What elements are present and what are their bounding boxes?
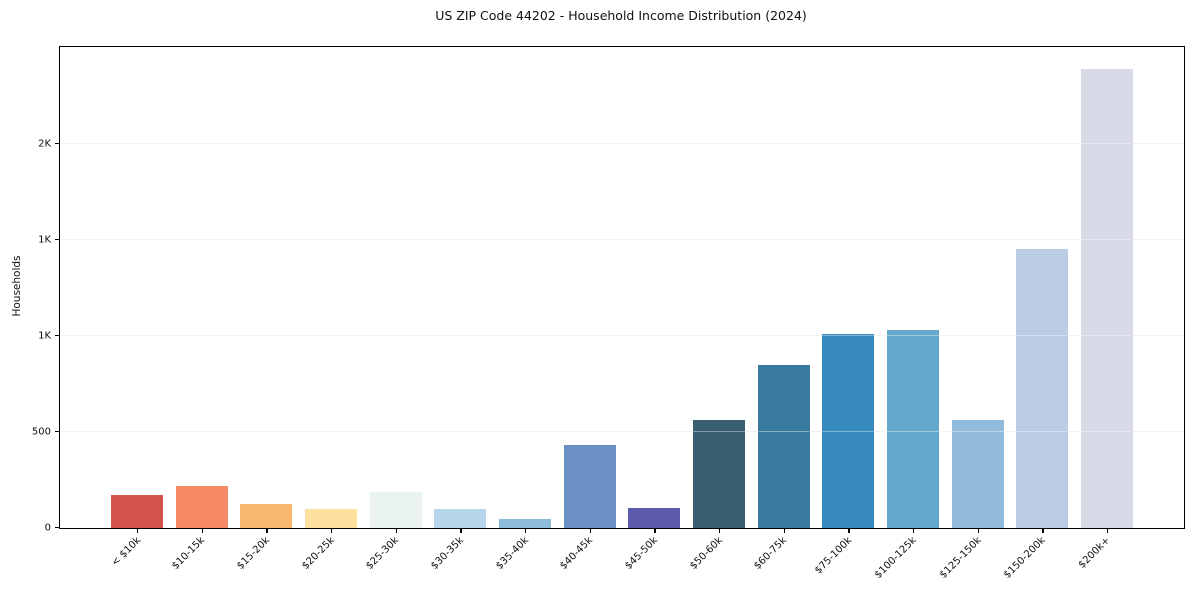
- x-tick-mark: [1107, 529, 1109, 533]
- x-tick-label: $125-150k: [937, 535, 984, 581]
- x-tick-mark: [395, 529, 397, 533]
- y-tick-mark: [55, 142, 59, 144]
- bar-30-35k: [434, 508, 487, 528]
- x-tick-label: $150-200k: [1002, 535, 1049, 581]
- x-tick-mark: [654, 529, 656, 533]
- gridline: [60, 238, 1184, 240]
- y-tick-label: 1K: [38, 330, 51, 342]
- bar-35-40k: [499, 519, 551, 528]
- x-tick-label: $30-35k: [429, 535, 467, 572]
- x-tick-mark: [201, 529, 203, 533]
- bar-50-60k: [693, 420, 745, 528]
- gridline-overlay: [60, 334, 1184, 336]
- x-tick-mark: [525, 529, 527, 533]
- y-tick-mark: [55, 430, 59, 432]
- bar-125-150k: [951, 420, 1004, 528]
- gridline: [60, 142, 1184, 144]
- x-tick-mark: [783, 529, 785, 533]
- y-tick-label: 1K: [38, 234, 51, 246]
- x-tick-label: $35-40k: [493, 535, 531, 572]
- bar-45-50k: [628, 507, 681, 528]
- x-tick-label: $15-20k: [235, 535, 273, 572]
- bar-75-100k: [822, 334, 875, 528]
- bar-10k: [111, 495, 163, 528]
- bar-25-30k: [369, 491, 422, 528]
- gridline-overlay: [60, 238, 1184, 240]
- gridline: [60, 431, 1184, 432]
- x-tick-label: $10-15k: [170, 535, 208, 572]
- x-tick-label: < $10k: [109, 535, 143, 569]
- x-tick-mark: [266, 529, 268, 533]
- x-tick-mark: [848, 529, 850, 533]
- x-tick-mark: [913, 529, 915, 533]
- plot-area: 0 500 1K 1K 2K < $10k $10-15k $15-20k $20-25k $25…: [32, 46, 1185, 581]
- y-tick-mark: [55, 526, 59, 528]
- bar-150-200k: [1016, 248, 1069, 528]
- x-tick-mark: [137, 529, 139, 533]
- x-tick-label: $200k+: [1076, 535, 1113, 571]
- x-tick-label: $45-50k: [623, 535, 661, 572]
- bar-100-125k: [887, 330, 939, 528]
- bar-40-45k: [563, 445, 616, 528]
- gridline: [60, 334, 1184, 336]
- x-tick-label: $25-30k: [364, 535, 402, 572]
- bar-15-20k: [240, 504, 293, 528]
- y-tick-label: 2K: [38, 138, 51, 150]
- y-axis-label: Households: [11, 255, 23, 317]
- x-tick-label: $75-100k: [812, 535, 855, 577]
- bar-200k: [1081, 69, 1133, 528]
- x-tick-label: $50-60k: [687, 535, 725, 572]
- x-tick-label: $60-75k: [752, 535, 790, 572]
- x-tick-mark: [719, 529, 721, 533]
- chart-title: US ZIP Code 44202 - Household Income Dis…: [435, 8, 807, 23]
- x-tick-mark: [331, 529, 333, 533]
- x-tick-label: $40-45k: [558, 535, 596, 572]
- x-tick-label: $20-25k: [299, 535, 337, 572]
- x-tick-mark: [1042, 529, 1044, 533]
- gridline-overlay: [60, 142, 1184, 144]
- bar-20-25k: [305, 508, 357, 528]
- bar-60-75k: [757, 364, 810, 528]
- x-tick-label: $100-125k: [872, 535, 919, 581]
- y-tick-label: 0: [44, 522, 51, 534]
- bar-10-15k: [175, 485, 228, 528]
- y-tick-label: 500: [31, 426, 51, 438]
- x-tick-mark: [460, 529, 462, 533]
- x-tick-mark: [589, 529, 591, 533]
- gridline-overlay: [60, 431, 1184, 432]
- y-tick-mark: [55, 238, 59, 240]
- x-tick-mark: [977, 529, 979, 533]
- y-tick-mark: [55, 334, 59, 336]
